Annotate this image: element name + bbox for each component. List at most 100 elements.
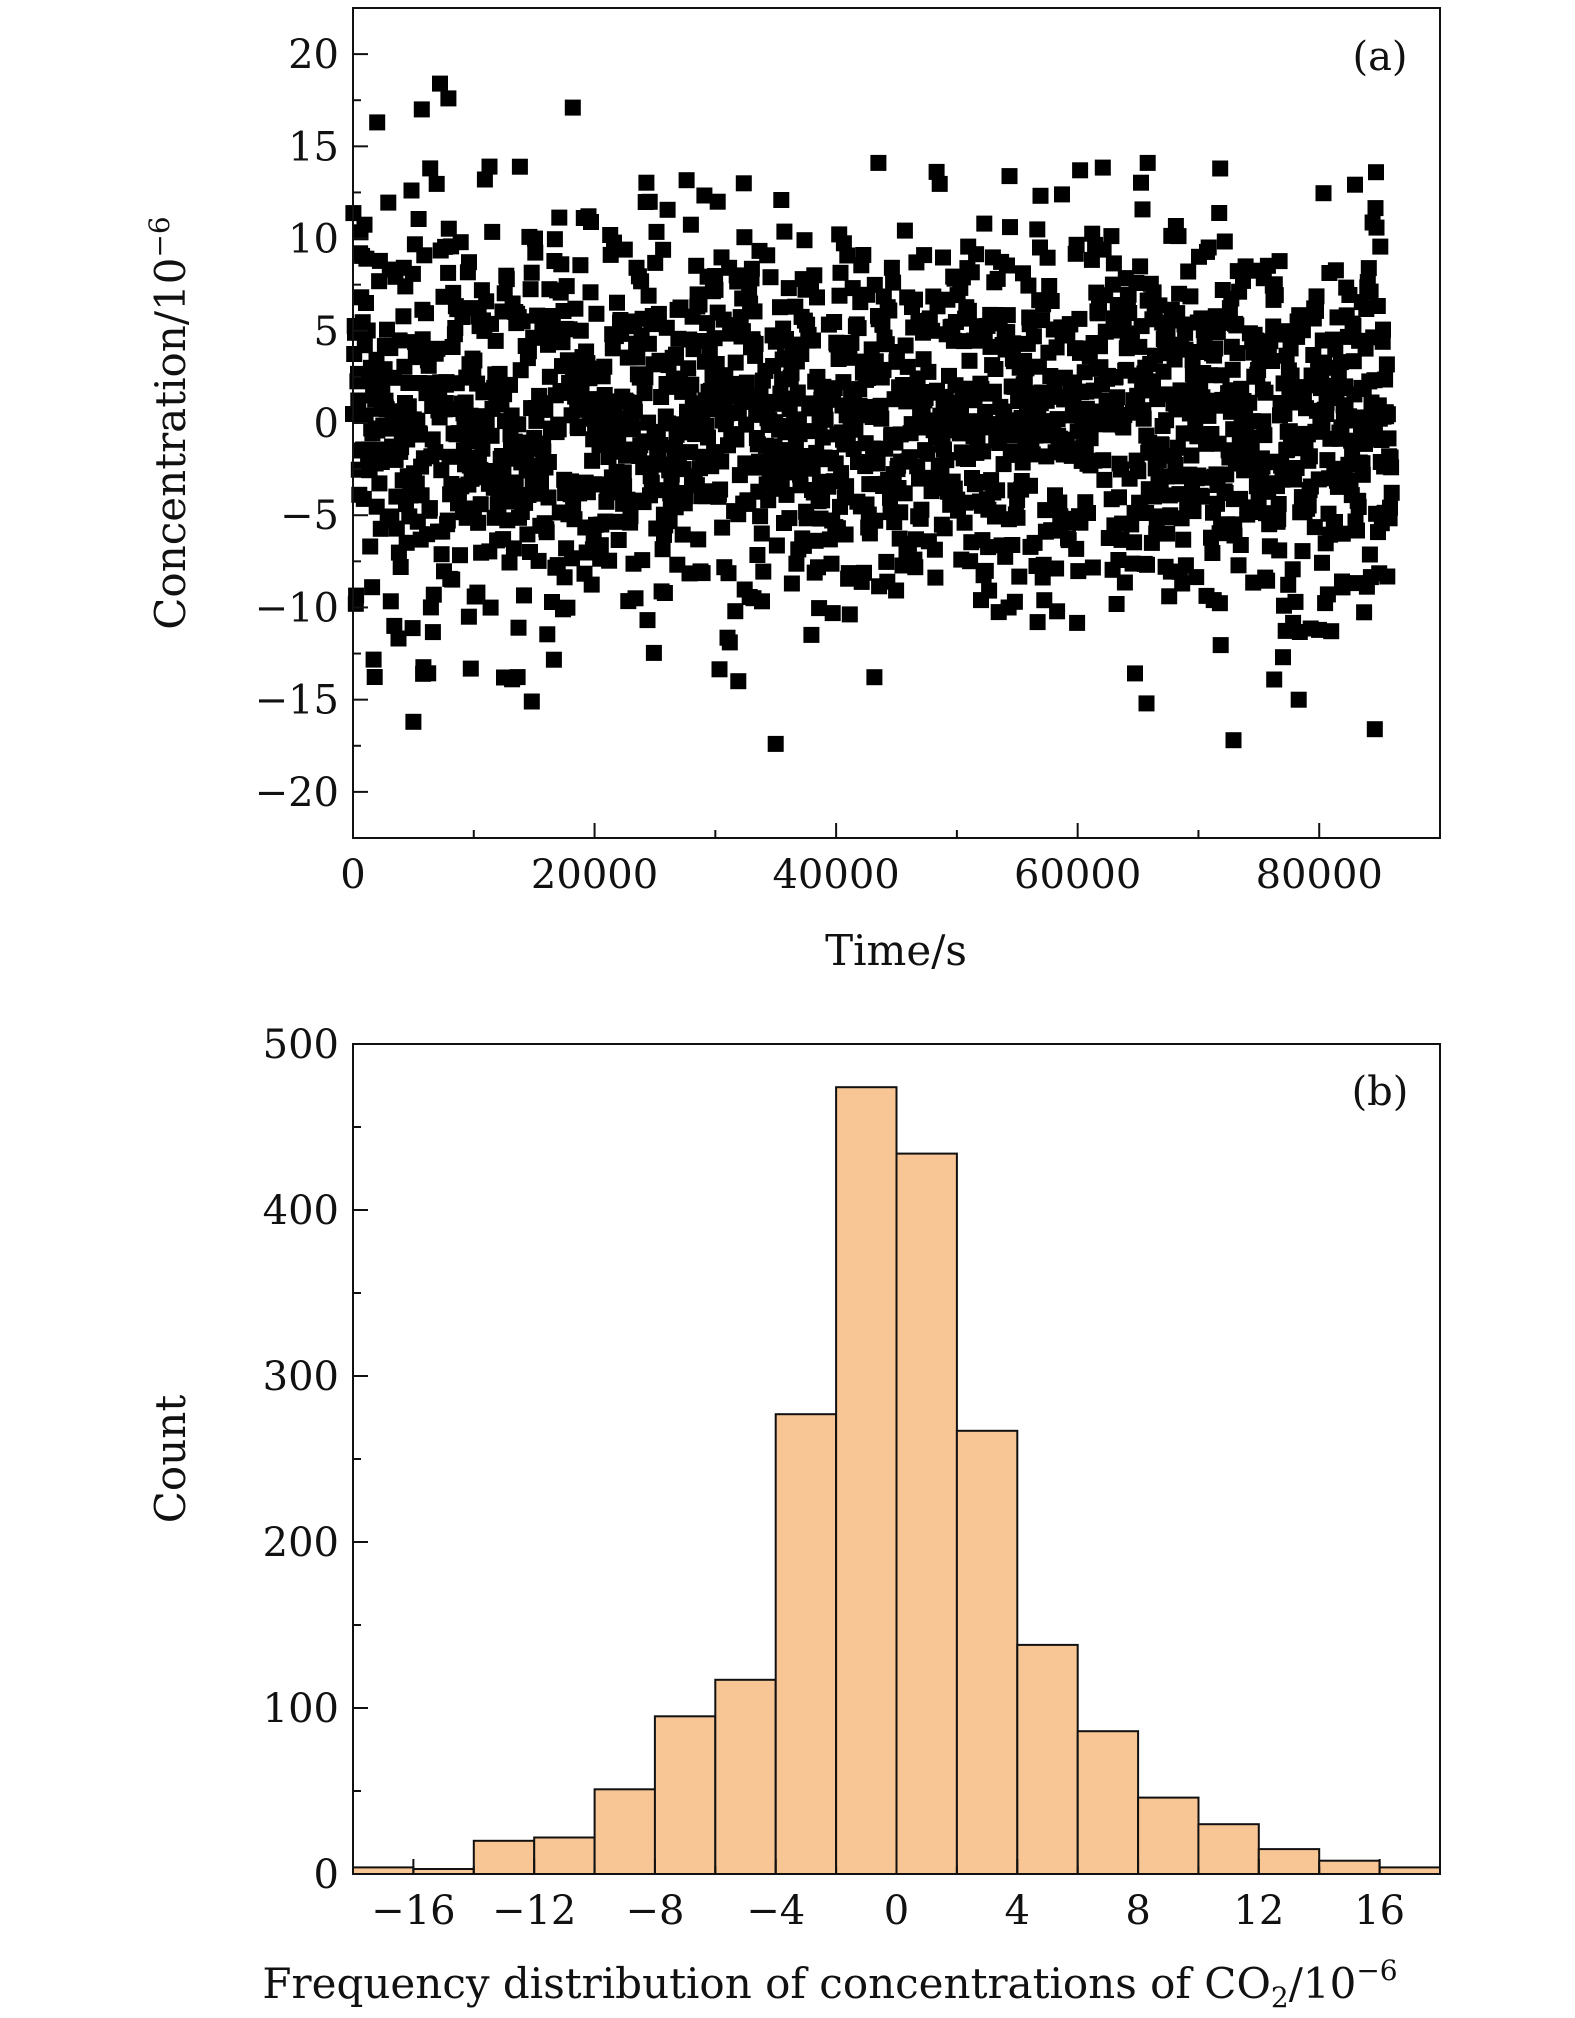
data-point xyxy=(873,410,890,427)
data-point xyxy=(379,321,395,338)
histogram-bar xyxy=(1076,1730,1140,1875)
data-point xyxy=(1006,593,1023,610)
data-point xyxy=(380,194,397,211)
data-point xyxy=(638,174,655,191)
data-point xyxy=(545,651,562,668)
histogram-bar xyxy=(472,1839,536,1876)
x-tick-label: 12 xyxy=(1233,1888,1284,1934)
data-point xyxy=(364,579,381,596)
data-point xyxy=(735,175,752,192)
data-point xyxy=(583,576,600,593)
data-point xyxy=(1076,364,1093,381)
data-point xyxy=(1068,236,1085,253)
data-point xyxy=(669,556,686,573)
data-point xyxy=(556,569,573,586)
data-point xyxy=(1041,278,1058,294)
data-point xyxy=(1233,380,1250,397)
data-point xyxy=(1139,154,1156,171)
data-point xyxy=(1383,459,1400,476)
y-tick-label: 400 xyxy=(263,1188,339,1234)
data-point xyxy=(747,335,764,352)
data-point xyxy=(444,571,461,588)
data-point xyxy=(1382,499,1398,516)
data-point xyxy=(767,735,784,752)
data-point xyxy=(1170,228,1187,245)
data-point xyxy=(1132,258,1149,275)
data-point xyxy=(461,254,477,271)
data-point xyxy=(1284,561,1301,578)
data-point xyxy=(1116,574,1133,591)
data-point xyxy=(814,429,831,446)
data-point xyxy=(439,512,456,529)
data-point xyxy=(998,412,1015,429)
data-point xyxy=(768,537,785,554)
data-point xyxy=(1271,253,1288,270)
data-point xyxy=(927,569,944,586)
x-tick-label: 40000 xyxy=(772,852,899,898)
data-point xyxy=(839,247,856,264)
histogram-bar xyxy=(1257,1848,1321,1875)
data-point xyxy=(1182,288,1199,305)
data-point xyxy=(505,540,522,557)
data-point xyxy=(483,427,500,444)
data-point xyxy=(1271,542,1288,559)
data-point xyxy=(1275,649,1291,666)
data-point xyxy=(567,300,584,317)
data-point xyxy=(1004,537,1021,553)
data-point xyxy=(806,267,823,284)
data-point xyxy=(1314,554,1330,571)
data-point xyxy=(1005,335,1022,352)
x-tick-label: −16 xyxy=(371,1888,455,1934)
data-point xyxy=(366,669,383,685)
data-point xyxy=(371,475,388,492)
data-point xyxy=(1177,324,1194,341)
x-tick-label: −12 xyxy=(492,1888,576,1934)
histogram-bar xyxy=(653,1715,717,1876)
data-point xyxy=(975,443,992,460)
data-point xyxy=(1128,275,1145,291)
data-point xyxy=(720,565,737,582)
data-point xyxy=(1185,503,1202,520)
data-point xyxy=(682,216,699,233)
data-point xyxy=(762,269,779,286)
data-point xyxy=(554,334,571,351)
data-point xyxy=(410,211,427,227)
data-point xyxy=(654,541,671,558)
data-point xyxy=(1241,394,1258,411)
data-point xyxy=(847,419,864,436)
x-axis-title: Frequency distribution of concentrations… xyxy=(262,1954,1397,2014)
data-point xyxy=(502,376,518,393)
data-point xyxy=(1211,595,1228,612)
data-point xyxy=(640,335,657,352)
data-point xyxy=(796,232,813,249)
data-point xyxy=(383,508,400,525)
data-point xyxy=(462,660,479,677)
x-axis-title-unit: /10 xyxy=(1289,1959,1357,2008)
histogram-bar xyxy=(895,1152,958,1875)
data-point xyxy=(913,501,930,518)
y-tick-label: 20 xyxy=(288,32,339,78)
histogram-bar xyxy=(1137,1796,1200,1875)
data-point xyxy=(999,257,1015,274)
data-point xyxy=(1009,509,1026,526)
x-tick-label: 16 xyxy=(1354,1888,1405,1934)
data-point xyxy=(369,114,386,131)
data-point xyxy=(1368,219,1385,236)
data-point xyxy=(824,605,841,622)
data-point xyxy=(938,452,955,469)
data-point xyxy=(602,246,619,263)
data-point xyxy=(558,278,575,295)
data-point xyxy=(1201,392,1218,409)
data-point xyxy=(487,332,504,349)
data-point xyxy=(1108,596,1125,612)
data-point xyxy=(1071,310,1088,327)
data-point xyxy=(743,260,760,277)
data-point xyxy=(1350,499,1367,515)
data-point xyxy=(951,425,968,442)
data-point xyxy=(1383,484,1400,501)
data-point xyxy=(1300,497,1317,514)
data-point xyxy=(597,513,614,530)
data-point xyxy=(962,553,979,570)
y-tick-label: 100 xyxy=(263,1686,339,1732)
data-point xyxy=(1155,363,1172,380)
